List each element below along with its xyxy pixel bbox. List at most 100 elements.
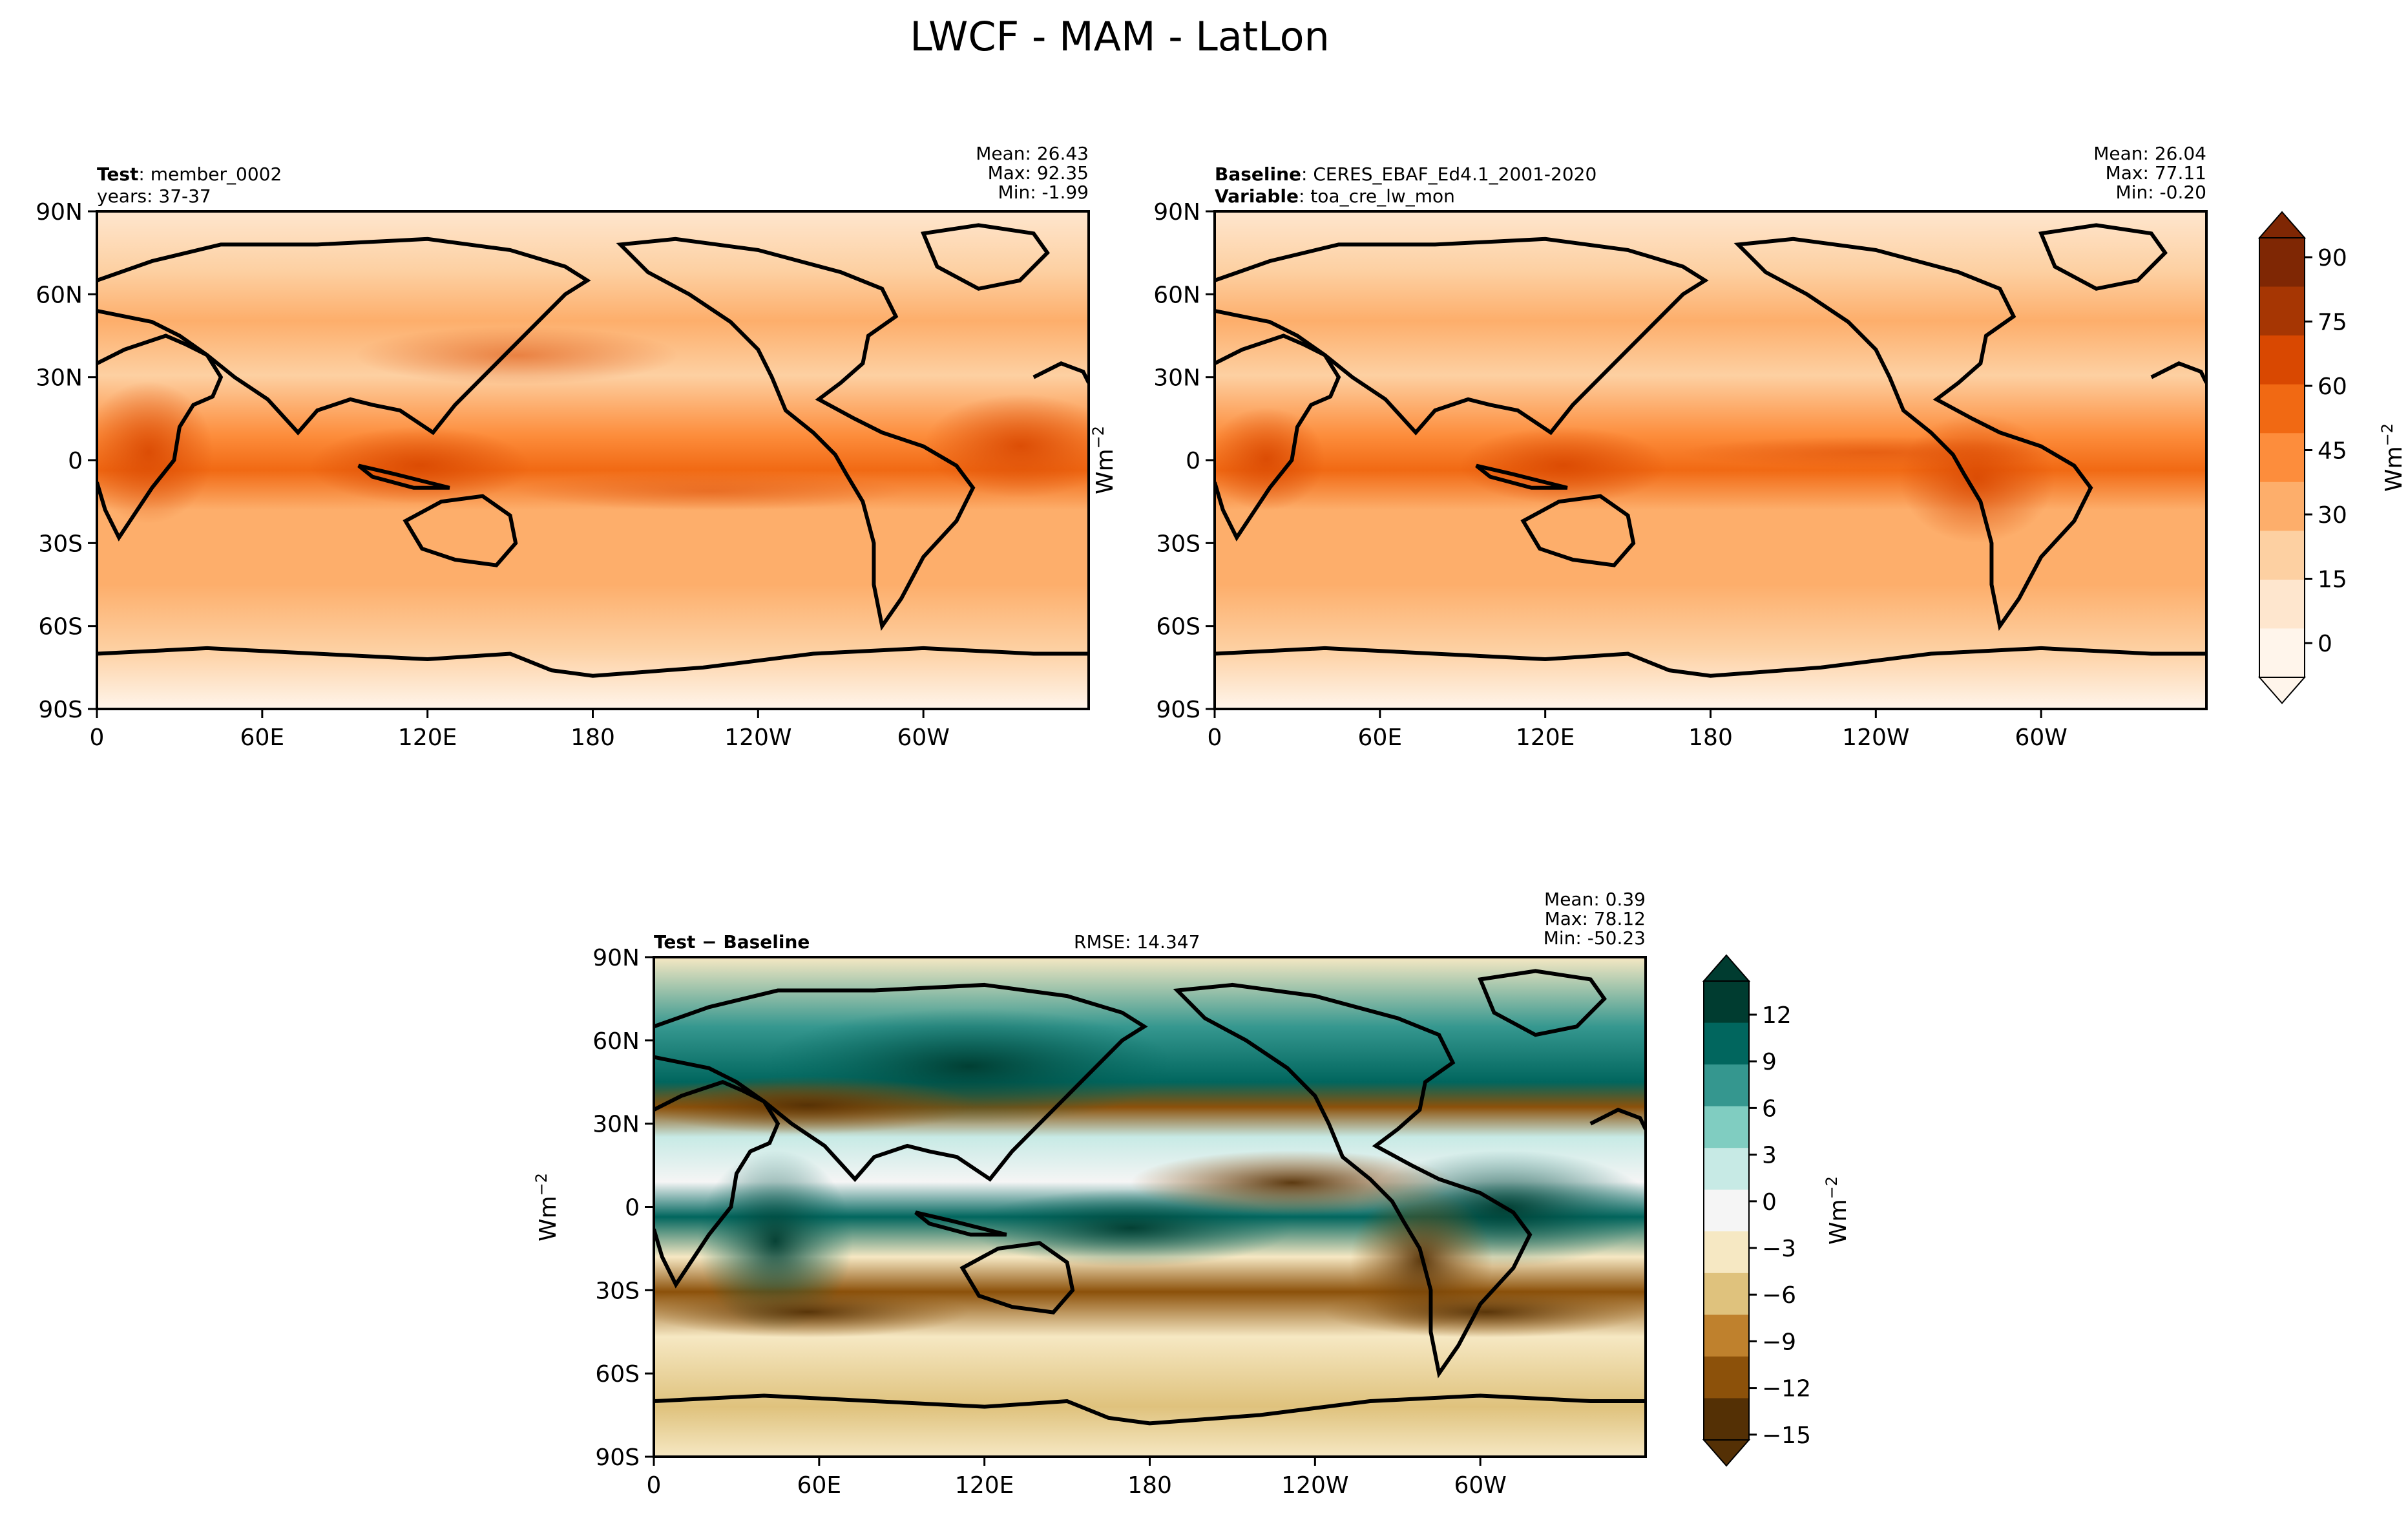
difference-colorbar-swatch	[1704, 1273, 1749, 1315]
difference-colorbar-frame	[1703, 980, 1750, 1441]
test-ytick-label: 30S	[38, 531, 83, 557]
difference-xtick-label: 60W	[1454, 1472, 1506, 1499]
difference-yaxis-units: Wm−2	[532, 1173, 561, 1242]
test-stat: Mean: 26.43	[976, 143, 1089, 164]
difference-colorbar-swatch	[1704, 1231, 1749, 1274]
baseline-map-field	[1215, 211, 2206, 709]
test-xtick-label: 60W	[897, 724, 949, 751]
baseline-ytick-label: 60N	[1153, 282, 1200, 308]
baseline-stat: Min: -0.20	[2116, 182, 2206, 203]
baseline-colorbar-swatch	[2259, 335, 2305, 385]
baseline-colorbar-tick-label: 90	[2318, 245, 2347, 271]
difference-colorbar-tick-label: −12	[1762, 1376, 1811, 1402]
test-stat: Max: 92.35	[988, 162, 1089, 184]
panel-baseline	[1213, 210, 2208, 710]
baseline-ytick-label: 90S	[1156, 697, 1200, 723]
baseline-colorbar-swatch	[2259, 238, 2305, 288]
baseline-stat: Mean: 26.04	[2093, 143, 2206, 164]
test-xtick-label: 120W	[724, 724, 791, 751]
difference-colorbar-tick-label: 0	[1762, 1189, 1777, 1216]
difference-ytick-label: 90N	[592, 945, 640, 971]
test-xtick-label: 0	[90, 724, 105, 751]
test-ytick-label: 90N	[36, 199, 83, 226]
difference-label: Test − Baseline	[654, 931, 810, 953]
baseline-colorbar-swatch	[2259, 481, 2305, 531]
baseline-colorbar-swatch	[2259, 531, 2305, 580]
difference-xtick-label: 60E	[797, 1472, 842, 1499]
baseline-stat: Max: 77.11	[2106, 162, 2206, 184]
baseline-xtick-label: 120E	[1516, 724, 1575, 751]
difference-stat: Max: 78.12	[1545, 908, 1646, 929]
difference-colorbar-swatch	[1704, 1315, 1749, 1357]
baseline-ytick-label: 30N	[1153, 365, 1200, 392]
baseline-colorbar-tick-label: 0	[2318, 631, 2332, 657]
baseline-colorbar-swatch	[2259, 433, 2305, 483]
difference-colorbar-tick-label: −15	[1762, 1422, 1811, 1449]
difference-ytick-label: 60N	[592, 1028, 640, 1055]
baseline-ytick-label: 90N	[1153, 199, 1200, 226]
baseline-xtick-label: 60W	[2015, 724, 2067, 751]
test-label: Test: member_0002	[97, 164, 282, 185]
baseline-xtick-label: 0	[1208, 724, 1222, 751]
test-ytick-label: 90S	[38, 697, 83, 723]
test-ytick-label: 60N	[36, 282, 83, 308]
difference-colorbar-swatch	[1704, 1356, 1749, 1399]
difference-colorbar-swatch	[1704, 1398, 1749, 1441]
test-ytick-label: 60S	[38, 614, 83, 640]
baseline-ytick-label: 0	[1186, 448, 1200, 474]
baseline-colorbar-units: Wm−2	[2378, 423, 2407, 492]
baseline-colorbar-tick-label: 45	[2318, 438, 2347, 465]
difference-stat: Mean: 0.39	[1544, 889, 1646, 910]
difference-colorbar-swatch	[1704, 1189, 1749, 1232]
baseline-colorbar-swatch	[2259, 286, 2305, 336]
baseline-xtick-label: 60E	[1358, 724, 1403, 751]
baseline-yaxis-units: Wm−2	[1089, 426, 1118, 494]
baseline-colorbar-swatch	[2259, 628, 2305, 678]
test-xtick-label: 180	[571, 724, 615, 751]
baseline-xtick-label: 120W	[1842, 724, 1909, 751]
difference-colorbar-swatch	[1704, 1148, 1749, 1190]
variable-label: Variable: toa_cre_lw_mon	[1215, 185, 1455, 207]
difference-colorbar-swatch	[1704, 1064, 1749, 1107]
difference-map-field	[654, 957, 1646, 1457]
baseline-colorbar-frame	[2259, 237, 2305, 678]
panel-test	[96, 210, 1090, 710]
baseline-colorbar-swatch	[2259, 384, 2305, 434]
baseline-ytick-label: 30S	[1156, 531, 1200, 557]
difference-colorbar-swatch	[1704, 1022, 1749, 1065]
difference-colorbar-swatch	[1704, 1106, 1749, 1148]
difference-colorbar-tick-label: 9	[1762, 1049, 1777, 1075]
rmse-label: RMSE: 14.347	[1074, 931, 1200, 953]
baseline-colorbar-tick-label: 60	[2318, 374, 2347, 400]
test-xtick-label: 60E	[240, 724, 285, 751]
test-ytick-label: 30N	[36, 365, 83, 392]
difference-colorbar-tick-label: 3	[1762, 1143, 1777, 1169]
difference-xtick-label: 120E	[955, 1472, 1014, 1499]
baseline-ytick-label: 60S	[1156, 614, 1200, 640]
difference-colorbar-tick-label: −6	[1762, 1282, 1796, 1309]
difference-colorbar-tick-label: 12	[1762, 1002, 1792, 1029]
difference-stat: Min: -50.23	[1544, 927, 1646, 949]
baseline-colorbar-extend-min	[2257, 677, 2307, 704]
baseline-colorbar-tick-label: 75	[2318, 310, 2347, 336]
difference-colorbar-tick-label: −9	[1762, 1329, 1796, 1355]
panel-difference	[653, 956, 1647, 1458]
difference-xtick-label: 180	[1127, 1472, 1172, 1499]
difference-colorbar-tick-label: −3	[1762, 1236, 1796, 1262]
baseline-colorbar-swatch	[2259, 579, 2305, 629]
difference-colorbar-swatch	[1704, 981, 1749, 1024]
test-ytick-label: 0	[68, 448, 83, 474]
difference-xtick-label: 120W	[1281, 1472, 1348, 1499]
test-map-field	[97, 211, 1089, 709]
baseline-colorbar-tick-label: 30	[2318, 502, 2347, 529]
test-years: years: 37-37	[97, 185, 211, 207]
difference-ytick-label: 60S	[595, 1361, 640, 1388]
difference-colorbar-extend-min	[1702, 1439, 1751, 1467]
difference-colorbar-extend-max	[1702, 954, 1751, 982]
difference-colorbar-tick-label: 6	[1762, 1095, 1777, 1122]
test-xtick-label: 120E	[398, 724, 457, 751]
baseline-label: Baseline: CERES_EBAF_Ed4.1_2001-2020	[1215, 164, 1597, 185]
difference-colorbar-units: Wm−2	[1823, 1176, 1852, 1245]
baseline-colorbar-extend-max	[2257, 211, 2307, 238]
